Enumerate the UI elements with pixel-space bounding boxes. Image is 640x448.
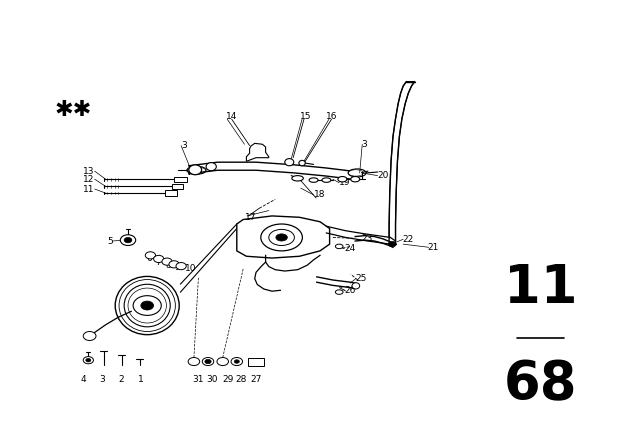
Ellipse shape — [115, 276, 179, 335]
Text: 23: 23 — [361, 234, 372, 243]
Circle shape — [169, 261, 179, 268]
Text: 10: 10 — [185, 264, 196, 273]
Ellipse shape — [124, 284, 170, 327]
Circle shape — [86, 358, 91, 362]
Polygon shape — [189, 162, 352, 179]
Text: 22: 22 — [402, 235, 413, 244]
Circle shape — [162, 258, 172, 265]
Ellipse shape — [338, 177, 347, 182]
Text: 15: 15 — [300, 112, 311, 121]
Ellipse shape — [348, 169, 366, 177]
Text: 4: 4 — [81, 375, 86, 384]
Ellipse shape — [261, 224, 303, 251]
Text: 1: 1 — [138, 375, 143, 384]
Text: 24: 24 — [344, 244, 356, 253]
Circle shape — [188, 358, 200, 366]
Text: 68: 68 — [504, 358, 577, 410]
Text: 29: 29 — [222, 375, 234, 384]
Text: 6: 6 — [146, 254, 152, 263]
Circle shape — [83, 357, 93, 364]
Text: 26: 26 — [344, 286, 356, 295]
Ellipse shape — [285, 159, 294, 166]
Text: 5: 5 — [107, 237, 113, 246]
Circle shape — [154, 255, 164, 263]
Text: 11: 11 — [504, 262, 577, 314]
Ellipse shape — [335, 244, 343, 249]
Circle shape — [176, 263, 186, 270]
Text: 17: 17 — [244, 213, 256, 222]
Text: 19: 19 — [339, 178, 351, 187]
Text: 9: 9 — [175, 263, 180, 272]
Bar — [172, 184, 183, 189]
Circle shape — [217, 358, 228, 366]
Text: 14: 14 — [226, 112, 237, 121]
Text: 12: 12 — [83, 175, 95, 184]
Circle shape — [124, 237, 132, 243]
Text: 13: 13 — [83, 167, 95, 176]
Text: 3: 3 — [181, 141, 187, 150]
Circle shape — [205, 359, 211, 364]
Circle shape — [231, 358, 243, 366]
Circle shape — [145, 252, 156, 259]
Circle shape — [133, 296, 161, 315]
Text: 11: 11 — [83, 185, 95, 194]
Polygon shape — [246, 143, 269, 161]
Circle shape — [234, 360, 239, 363]
Text: 20: 20 — [378, 171, 389, 180]
Text: 28: 28 — [235, 375, 246, 384]
Text: 3: 3 — [361, 140, 367, 149]
Ellipse shape — [187, 166, 206, 174]
Circle shape — [83, 332, 96, 340]
Circle shape — [141, 301, 154, 310]
Ellipse shape — [189, 165, 202, 175]
Text: 31: 31 — [193, 375, 204, 384]
Ellipse shape — [299, 160, 305, 166]
Text: 3: 3 — [100, 375, 105, 384]
Ellipse shape — [276, 234, 287, 241]
Bar — [174, 177, 187, 182]
Bar — [165, 190, 177, 196]
Text: 25: 25 — [356, 274, 367, 283]
Ellipse shape — [352, 283, 360, 289]
Circle shape — [388, 241, 396, 247]
Polygon shape — [326, 226, 390, 244]
Ellipse shape — [292, 176, 303, 181]
Polygon shape — [237, 216, 330, 258]
Text: ✱✱: ✱✱ — [55, 100, 92, 120]
Circle shape — [120, 235, 136, 246]
Ellipse shape — [269, 229, 294, 246]
Text: 7: 7 — [156, 258, 161, 267]
Ellipse shape — [351, 177, 360, 182]
Circle shape — [202, 358, 214, 366]
Ellipse shape — [309, 178, 318, 182]
Polygon shape — [389, 82, 415, 244]
Text: 2: 2 — [119, 375, 124, 384]
Text: 27: 27 — [250, 375, 262, 384]
Text: 18: 18 — [314, 190, 325, 199]
Ellipse shape — [206, 163, 216, 171]
Text: 30: 30 — [207, 375, 218, 384]
Text: 8: 8 — [165, 261, 171, 270]
Ellipse shape — [335, 290, 343, 294]
Ellipse shape — [322, 178, 331, 182]
Text: 16: 16 — [326, 112, 338, 121]
Text: 21: 21 — [428, 243, 439, 252]
Bar — [248, 358, 264, 366]
